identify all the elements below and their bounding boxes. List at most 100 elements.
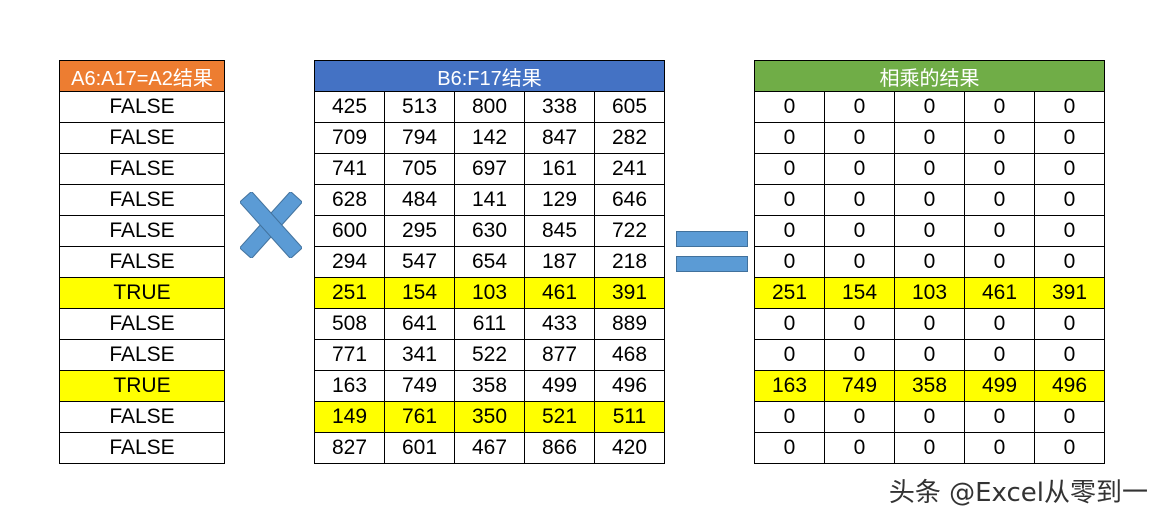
data-cell: 161	[524, 153, 595, 185]
condition-row: TRUE	[59, 370, 225, 402]
data-cell: 722	[594, 215, 665, 247]
result-cell: 391	[1034, 277, 1105, 309]
data-cell: 484	[384, 184, 455, 216]
condition-cell: FALSE	[59, 308, 225, 340]
result-row: 251 154 103 461 391	[754, 277, 1105, 309]
result-cell: 0	[824, 401, 895, 433]
data-cell: 522	[454, 339, 525, 371]
result-cell: 103	[894, 277, 965, 309]
data-cell: 827	[314, 432, 385, 464]
data-cell: 845	[524, 215, 595, 247]
result-cell: 0	[894, 153, 965, 185]
data-cell: 761	[384, 401, 455, 433]
result-cell: 749	[824, 370, 895, 402]
data-cell: 425	[314, 91, 385, 123]
data-cell: 521	[524, 401, 595, 433]
condition-row: FALSE	[59, 122, 225, 154]
condition-cell: FALSE	[59, 401, 225, 433]
result-cell: 358	[894, 370, 965, 402]
result-cell: 0	[894, 91, 965, 123]
result-row: 163 749 358 499 496	[754, 370, 1105, 402]
condition-row: FALSE	[59, 153, 225, 185]
data-row: 771 341 522 877 468	[314, 339, 665, 371]
data-cell: 251	[314, 277, 385, 309]
result-cell: 0	[824, 91, 895, 123]
condition-row: FALSE	[59, 91, 225, 123]
data-row: 149 761 350 521 511	[314, 401, 665, 433]
data-cell: 511	[594, 401, 665, 433]
data-cell: 705	[384, 153, 455, 185]
result-cell: 0	[1034, 246, 1105, 278]
condition-cell: FALSE	[59, 215, 225, 247]
data-cell: 103	[454, 277, 525, 309]
data-cell: 547	[384, 246, 455, 278]
result-cell: 0	[894, 432, 965, 464]
data-cell: 187	[524, 246, 595, 278]
data-cell: 794	[384, 122, 455, 154]
condition-cell: FALSE	[59, 122, 225, 154]
data-cell: 338	[524, 91, 595, 123]
result-cell: 0	[754, 184, 825, 216]
data-row: 709 794 142 847 282	[314, 122, 665, 154]
condition-cell: TRUE	[59, 277, 225, 309]
data-cell: 154	[384, 277, 455, 309]
data-cell: 218	[594, 246, 665, 278]
data-cell: 513	[384, 91, 455, 123]
result-cell: 0	[754, 308, 825, 340]
result-cell: 0	[754, 91, 825, 123]
data-cell: 654	[454, 246, 525, 278]
data-row: 827 601 467 866 420	[314, 432, 665, 464]
result-cell: 0	[894, 246, 965, 278]
data-cell: 771	[314, 339, 385, 371]
result-table-header: 相乘的结果	[754, 60, 1105, 92]
result-cell: 0	[1034, 122, 1105, 154]
condition-row: FALSE	[59, 308, 225, 340]
condition-table: A6:A17=A2结果 FALSE FALSE FALSE FALSE FALSE FAL…	[59, 60, 225, 464]
result-cell: 0	[894, 122, 965, 154]
data-cell: 741	[314, 153, 385, 185]
data-cell: 468	[594, 339, 665, 371]
result-cell: 499	[964, 370, 1035, 402]
data-cell: 241	[594, 153, 665, 185]
result-cell: 0	[824, 339, 895, 371]
result-cell: 0	[964, 122, 1035, 154]
result-cell: 0	[824, 153, 895, 185]
data-cell: 641	[384, 308, 455, 340]
watermark: 头条 @Excel从零到一	[888, 478, 1148, 508]
data-row: 508 641 611 433 889	[314, 308, 665, 340]
result-cell: 0	[894, 215, 965, 247]
data-cell: 295	[384, 215, 455, 247]
data-row: 251 154 103 461 391	[314, 277, 665, 309]
data-cell: 358	[454, 370, 525, 402]
data-cell: 149	[314, 401, 385, 433]
data-cell: 142	[454, 122, 525, 154]
data-row: 600 295 630 845 722	[314, 215, 665, 247]
result-cell: 0	[964, 153, 1035, 185]
data-cell: 847	[524, 122, 595, 154]
result-cell: 0	[754, 153, 825, 185]
data-cell: 163	[314, 370, 385, 402]
result-cell: 0	[824, 184, 895, 216]
data-cell: 129	[524, 184, 595, 216]
result-cell: 251	[754, 277, 825, 309]
result-cell: 154	[824, 277, 895, 309]
result-cell: 0	[964, 432, 1035, 464]
result-cell: 0	[1034, 339, 1105, 371]
data-cell: 866	[524, 432, 595, 464]
data-cell: 294	[314, 246, 385, 278]
data-cell: 350	[454, 401, 525, 433]
data-row: 628 484 141 129 646	[314, 184, 665, 216]
condition-cell: FALSE	[59, 246, 225, 278]
result-cell: 0	[964, 91, 1035, 123]
condition-cell: FALSE	[59, 91, 225, 123]
result-cell: 0	[964, 184, 1035, 216]
result-cell: 0	[824, 308, 895, 340]
data-cell: 496	[594, 370, 665, 402]
result-cell: 0	[894, 308, 965, 340]
